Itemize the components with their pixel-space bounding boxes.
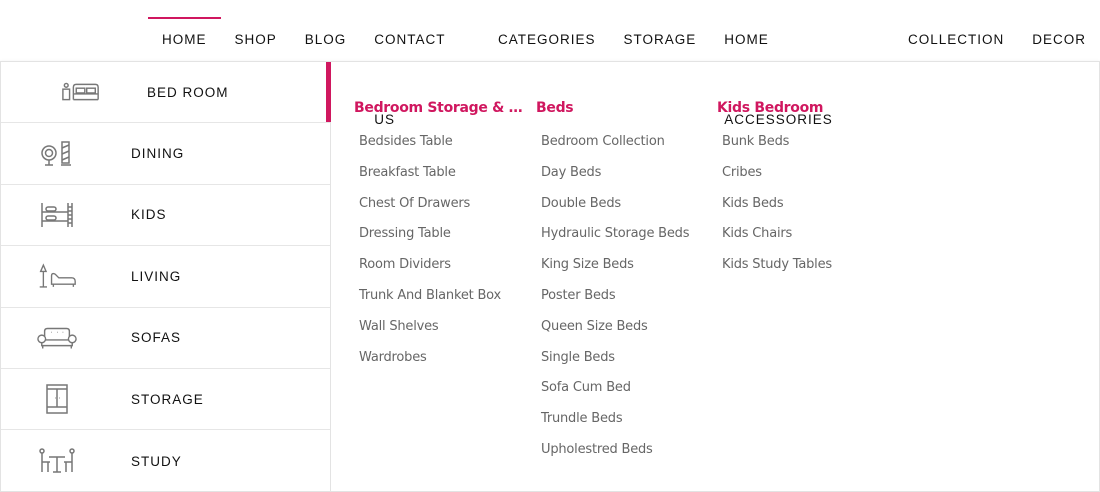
submenu-link[interactable]: Kids Chairs: [722, 226, 793, 242]
submenu-list: Bedsides Table Breakfast Table Chest Of Dr…: [354, 134, 529, 380]
category-label: SOFAS: [131, 330, 182, 346]
submenu-link[interactable]: Sofa Cum Bed: [541, 380, 631, 396]
submenu-link[interactable]: Wardrobes: [359, 349, 427, 365]
study-table-icon: [37, 446, 77, 476]
bed-icon: [61, 77, 101, 107]
submenu-list: Bedroom Collection Day Beds Double Beds Hyd…: [536, 134, 711, 473]
submenu-link[interactable]: Chest Of Drawers: [359, 195, 471, 211]
category-living[interactable]: LIVING: [1, 246, 330, 308]
submenu-link[interactable]: Day Beds: [541, 164, 602, 180]
nav-shop[interactable]: SHOP: [234, 32, 277, 47]
bunk-bed-icon: [37, 200, 77, 230]
submenu-link[interactable]: Dressing Table: [359, 226, 451, 242]
nav-home-accessories[interactable]: HOME ACCESSORIES: [724, 32, 833, 127]
category-label: KIDS: [131, 207, 167, 223]
category-label: STUDY: [131, 453, 182, 469]
lamp-lounge-icon: [37, 261, 77, 291]
submenu-column: Beds Bedroom Collection Day Beds Double Bed…: [536, 100, 711, 473]
sofa-icon: [37, 323, 77, 353]
submenu-column: Kids Bedroom Bunk Beds Cribes Kids Beds Kids…: [717, 100, 892, 288]
submenu-column: Bedroom Storage & A... Bedsides Table Brea…: [354, 100, 529, 380]
submenu-link[interactable]: Double Beds: [541, 195, 621, 211]
submenu-link[interactable]: Breakfast Table: [359, 164, 456, 180]
main-nav: HOME SHOP BLOG CONTACT US CATEGORIES STORAGE H…: [148, 0, 1100, 127]
column-heading[interactable]: Beds: [536, 100, 574, 116]
submenu-link[interactable]: Kids Beds: [722, 195, 784, 211]
submenu-link[interactable]: Bedsides Table: [359, 134, 453, 149]
category-study[interactable]: STUDY: [1, 430, 330, 491]
category-storage[interactable]: STORAGE: [1, 369, 330, 431]
submenu-link[interactable]: Queen Size Beds: [541, 318, 648, 334]
nav-categories[interactable]: CATEGORIES: [497, 32, 596, 47]
submenu-list: Bunk Beds Cribes Kids Beds Kids Chairs Kids …: [717, 134, 892, 288]
submenu-link[interactable]: Poster Beds: [541, 287, 616, 303]
nav-storage[interactable]: STORAGE: [623, 32, 697, 47]
column-heading[interactable]: Bedroom Storage & A...: [354, 100, 529, 116]
submenu-link[interactable]: Room Dividers: [359, 257, 451, 273]
nav-contact-us[interactable]: CONTACT US: [374, 32, 446, 127]
category-label: DINING: [131, 146, 185, 162]
category-sidebar: BED ROOM DINING KIDS LIVING SOFAS STORAGE STUD…: [1, 62, 331, 491]
submenu-link[interactable]: Single Beds: [541, 349, 615, 365]
dining-icon: [37, 139, 77, 169]
submenu-link[interactable]: Trunk And Blanket Box: [359, 287, 502, 303]
mega-menu: BED ROOM DINING KIDS LIVING SOFAS STORAGE STUD…: [0, 61, 1100, 492]
category-label: STORAGE: [131, 391, 204, 407]
submenu-link[interactable]: Wall Shelves: [359, 318, 439, 334]
wardrobe-icon: [37, 384, 77, 414]
nav-blog[interactable]: BLOG: [304, 32, 347, 47]
category-bed-room[interactable]: BED ROOM: [1, 62, 331, 124]
category-label: LIVING: [131, 268, 182, 284]
column-heading[interactable]: Kids Bedroom: [717, 100, 824, 116]
category-label: BED ROOM: [147, 84, 229, 100]
submenu-link[interactable]: Kids Study Tables: [722, 257, 832, 273]
category-kids[interactable]: KIDS: [1, 185, 330, 247]
category-dining[interactable]: DINING: [1, 123, 330, 185]
nav-collection[interactable]: COLLECTION: [907, 32, 1005, 47]
submenu-link[interactable]: Bunk Beds: [722, 134, 790, 149]
submenu-link[interactable]: Bedroom Collection: [541, 134, 665, 149]
submenu-link[interactable]: Upholestred Beds: [541, 441, 653, 457]
submenu-link[interactable]: Hydraulic Storage Beds: [541, 226, 690, 242]
nav-home[interactable]: HOME: [148, 0, 221, 61]
nav-decor[interactable]: DECOR: [1032, 32, 1086, 47]
submenu-link[interactable]: Cribes: [722, 164, 762, 180]
submenu-link[interactable]: King Size Beds: [541, 257, 634, 273]
category-sofas[interactable]: SOFAS: [1, 308, 330, 369]
submenu-link[interactable]: Trundle Beds: [541, 411, 623, 427]
